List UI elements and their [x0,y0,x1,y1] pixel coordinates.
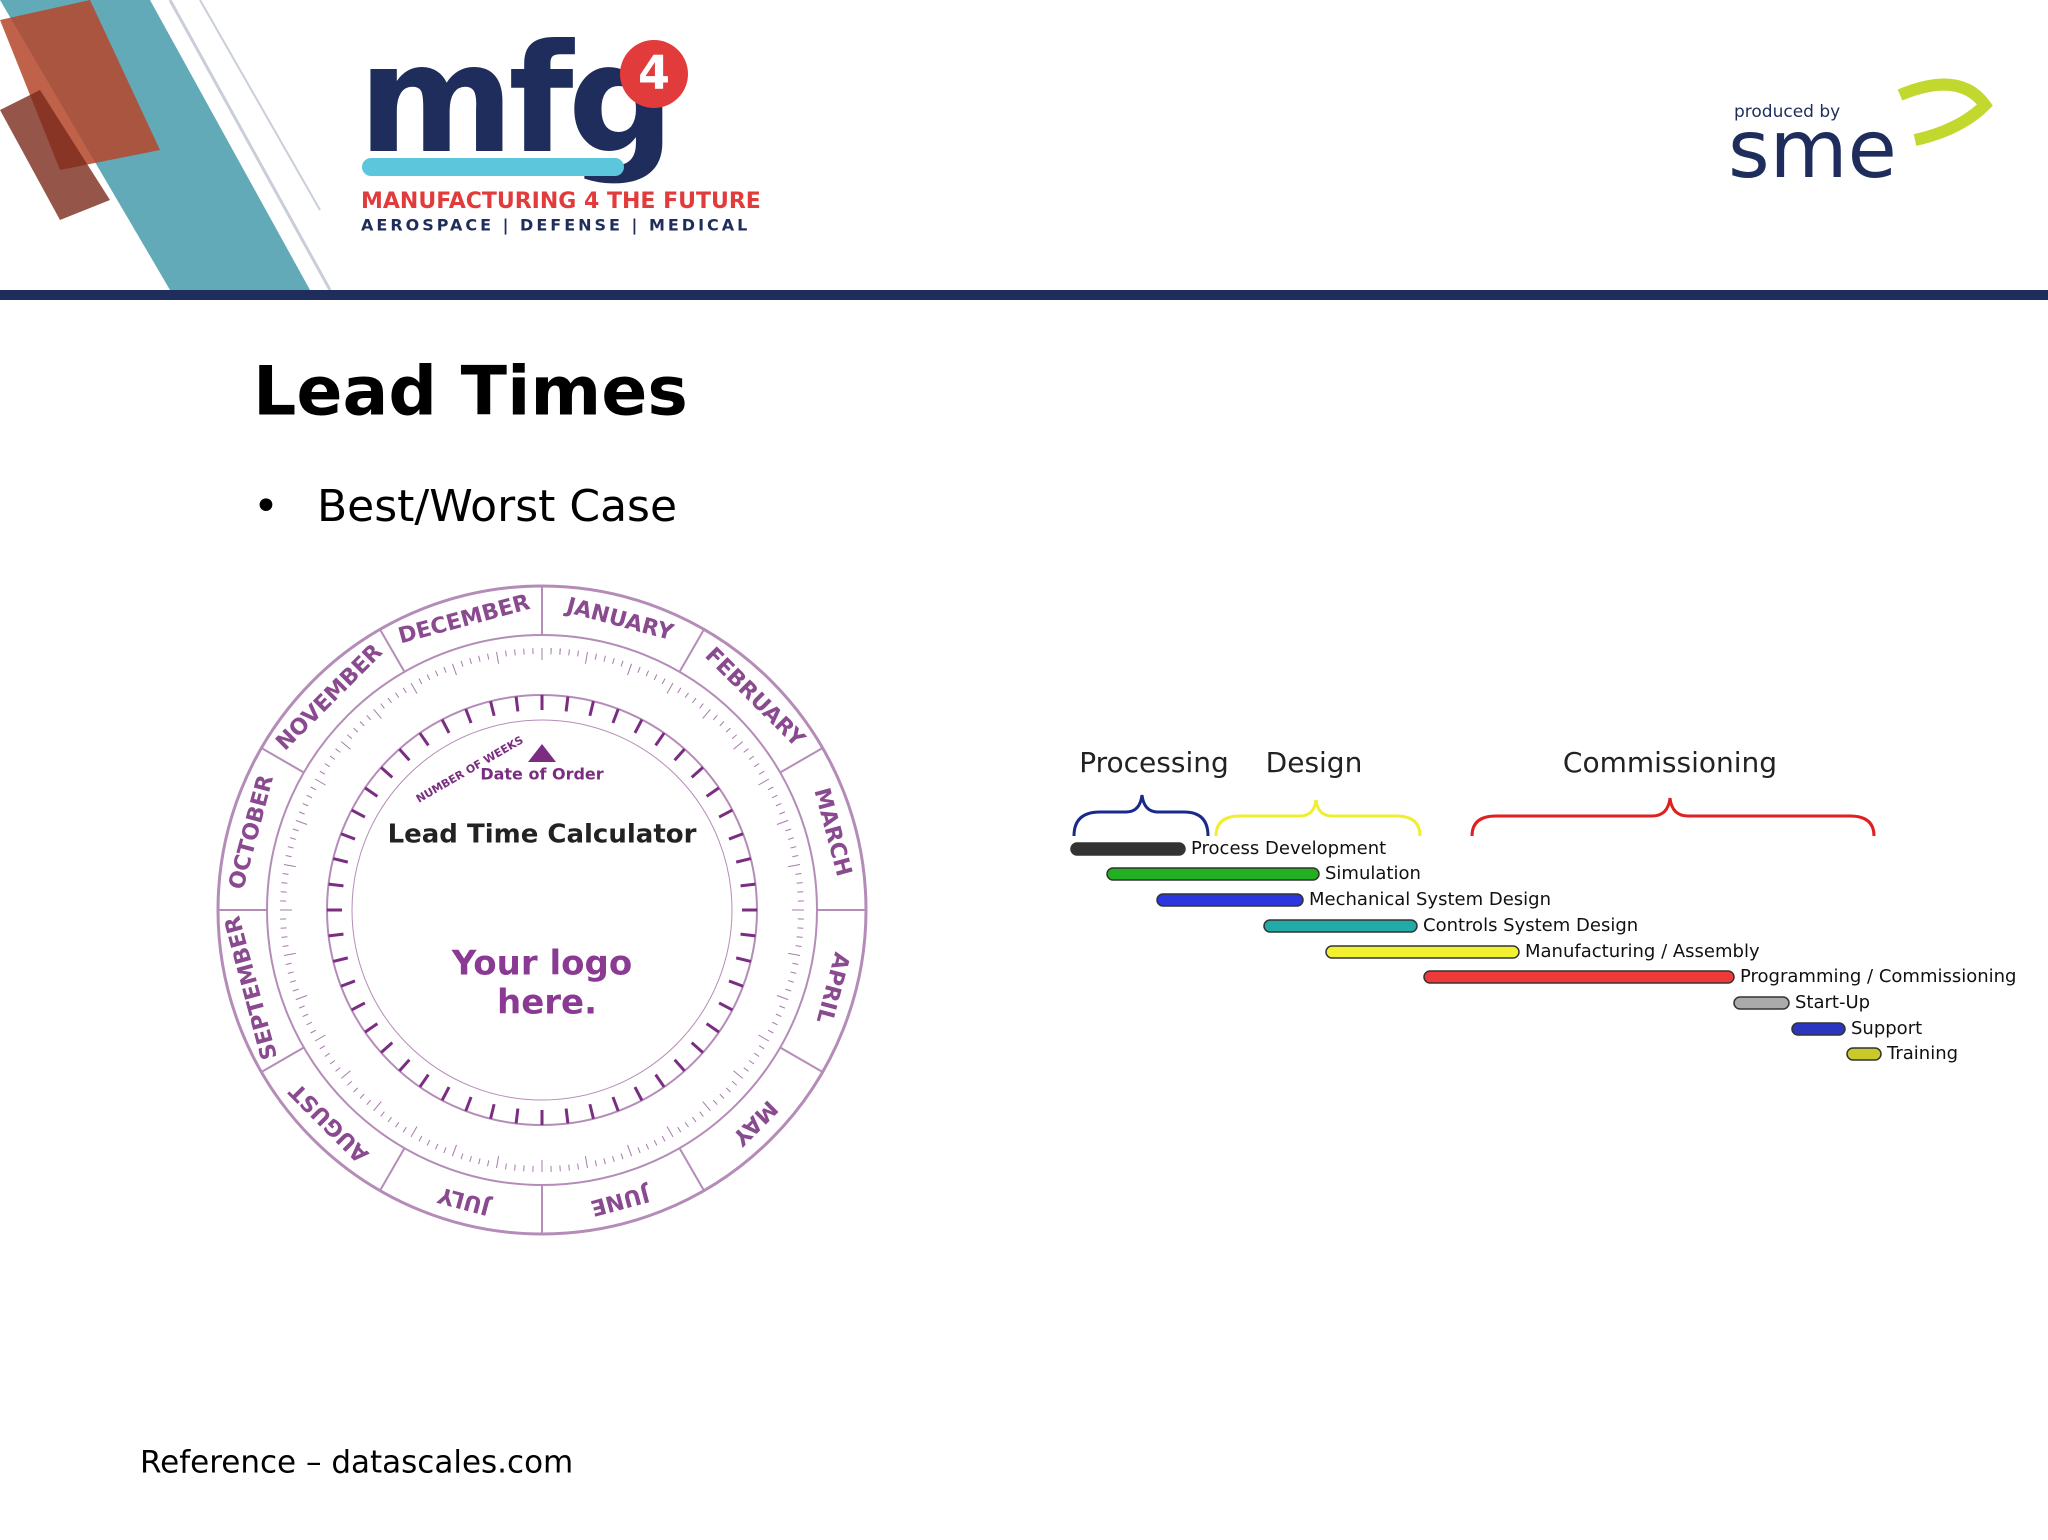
task-label: Programming / Commissioning [1740,966,2017,987]
week-tick [741,884,756,886]
task-bar [1424,971,1734,983]
week-tick [566,697,568,712]
day-tick [281,937,287,938]
day-tick [569,1165,570,1171]
task-label: Process Development [1191,838,1386,859]
week-tick [516,1109,518,1124]
task-bar [1734,997,1789,1009]
slide-title: Lead Times [253,353,688,432]
bullet-marker: • [253,481,279,532]
logo-tagline: MANUFACTURING 4 THE FUTURE [361,189,761,214]
week-tick [741,934,756,936]
task-label: Training [1886,1043,1958,1064]
task-bar [1264,920,1417,932]
task-bar [1107,868,1319,880]
task-label: Simulation [1325,863,1421,884]
marker-label: Date of Order [480,765,603,784]
lead-time-wheel: Date of Order Lead Time Calculator Your … [218,586,866,1234]
day-tick [515,1165,516,1171]
task-label: Controls System Design [1423,915,1638,936]
phase-label: Design [1266,746,1363,779]
task-bar [1071,843,1185,855]
task-bar [1792,1023,1845,1035]
reference: Reference – datascales.com [140,1445,573,1481]
logo-placeholder: here. [497,983,597,1023]
logo-sectors: AEROSPACE | DEFENSE | MEDICAL [361,216,750,236]
week-tick [329,884,344,886]
header-rule [0,290,2048,300]
task-bar [1847,1048,1881,1060]
week-tick [516,697,518,712]
calculator-title: Lead Time Calculator [388,820,697,850]
bullet: Best/Worst Case [317,481,677,532]
logo-placeholder: Your logo [451,944,632,984]
day-tick [569,649,570,655]
phase-label: Processing [1079,746,1229,779]
task-label: Manufacturing / Assembly [1525,941,1760,962]
logo-number: 4 [638,46,670,100]
phase-label: Commissioning [1563,746,1777,779]
day-tick [797,883,803,884]
logo-bar [362,158,624,176]
task-bar [1157,894,1303,906]
day-tick [515,649,516,655]
task-label: Support [1851,1018,1922,1039]
day-tick [281,883,287,884]
week-tick [566,1109,568,1124]
task-label: Mechanical System Design [1309,889,1551,910]
task-label: Start-Up [1795,992,1870,1013]
day-tick [797,937,803,938]
task-bar [1326,946,1519,958]
producer-name: sme [1728,103,1897,196]
week-tick [329,934,344,936]
